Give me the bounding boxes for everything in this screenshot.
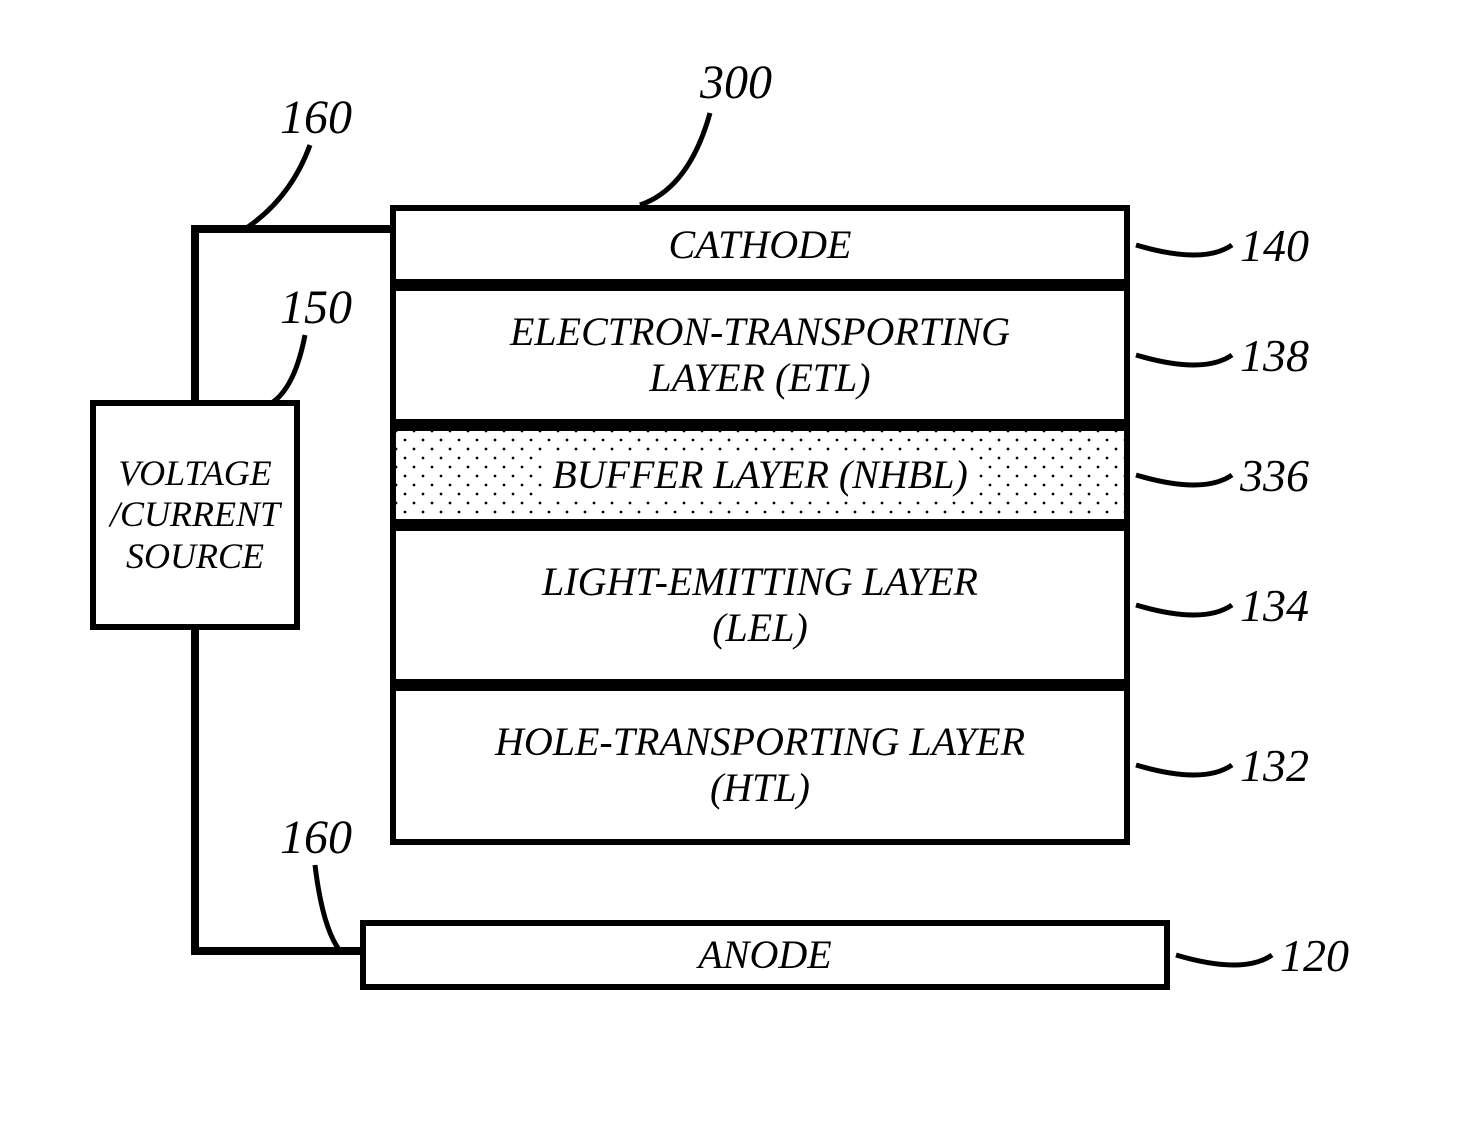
- layer-nhbl-label: BUFFER LAYER (NHBL): [546, 452, 974, 498]
- layer-lel-label: LIGHT-EMITTING LAYER(LEL): [542, 559, 978, 651]
- layer-cathode: CATHODE: [390, 205, 1130, 285]
- leader-160-top: [225, 125, 330, 249]
- leader-138: [1116, 335, 1252, 379]
- layer-htl-label: HOLE-TRANSPORTING LAYER(HTL): [495, 719, 1025, 811]
- diagram-canvas: VOLTAGE/CURRENTSOURCE CATHODE ELECTRON-TR…: [0, 0, 1481, 1122]
- layer-cathode-label: CATHODE: [669, 222, 852, 268]
- voltage-current-source: VOLTAGE/CURRENTSOURCE: [90, 400, 300, 630]
- layer-etl: ELECTRON-TRANSPORTINGLAYER (ETL): [390, 285, 1130, 425]
- leader-134: [1116, 585, 1252, 629]
- leader-160-bottom: [295, 845, 360, 971]
- leader-120: [1156, 935, 1292, 979]
- leader-132: [1116, 745, 1252, 789]
- layer-htl: HOLE-TRANSPORTING LAYER(HTL): [390, 685, 1130, 845]
- conductor-bottom-vertical: [191, 630, 199, 955]
- layer-etl-label: ELECTRON-TRANSPORTINGLAYER (ETL): [510, 309, 1010, 401]
- leader-300: [620, 93, 730, 225]
- layer-anode-label: ANODE: [698, 932, 831, 978]
- leader-140: [1116, 225, 1252, 269]
- layer-nhbl: BUFFER LAYER (NHBL): [390, 425, 1130, 525]
- layer-anode: ANODE: [360, 920, 1170, 990]
- leader-336: [1116, 455, 1252, 499]
- conductor-top-vertical: [191, 225, 199, 400]
- source-label: VOLTAGE/CURRENTSOURCE: [110, 453, 280, 577]
- layer-lel: LIGHT-EMITTING LAYER(LEL): [390, 525, 1130, 685]
- leader-150: [250, 315, 325, 424]
